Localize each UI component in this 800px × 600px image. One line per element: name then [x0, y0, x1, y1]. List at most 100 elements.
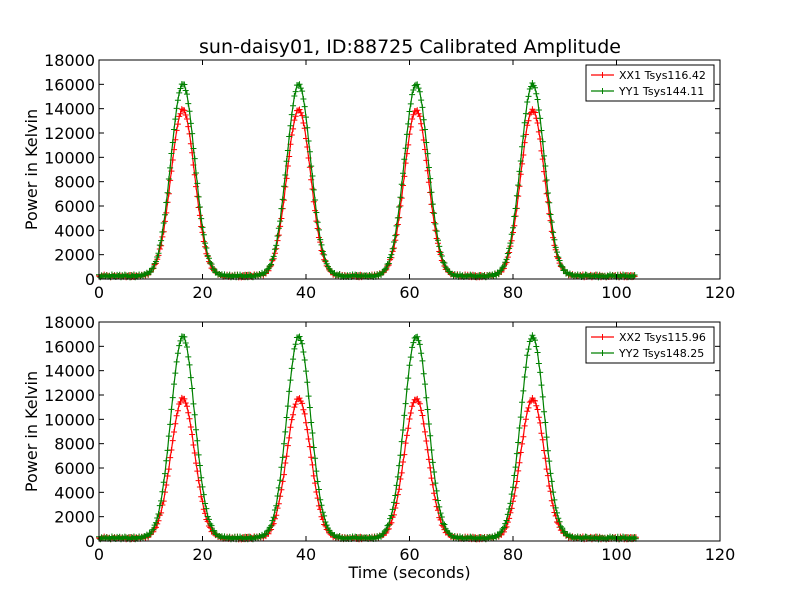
data-point [566, 270, 573, 277]
data-point [296, 106, 303, 113]
x-tick-label: 20 [192, 283, 212, 302]
data-point [279, 478, 286, 485]
y-tick-label: 0 [85, 532, 95, 551]
data-point [305, 435, 312, 442]
data-point [315, 486, 322, 493]
data-point [202, 500, 209, 507]
data-point [158, 237, 165, 244]
data-point [572, 272, 579, 279]
data-point [196, 212, 203, 219]
data-point [542, 419, 549, 426]
data-point [434, 497, 441, 504]
data-point [154, 515, 161, 522]
data-point [283, 158, 290, 165]
data-point [547, 217, 554, 224]
data-point [262, 269, 269, 276]
data-point [303, 368, 309, 375]
data-point [172, 370, 179, 377]
data-point [552, 244, 559, 251]
data-point [415, 85, 422, 92]
data-point [168, 150, 175, 157]
data-point [390, 499, 397, 506]
data-point [303, 114, 309, 121]
data-point [473, 272, 480, 279]
data-point [176, 342, 183, 349]
data-point [177, 337, 184, 344]
data-point [521, 119, 528, 126]
data-point [286, 388, 293, 395]
data-point [309, 461, 316, 468]
data-point [422, 126, 429, 133]
data-point [537, 419, 544, 426]
data-point [158, 497, 165, 504]
data-point [548, 478, 555, 485]
data-point [164, 189, 171, 196]
data-point [226, 533, 233, 540]
data-point [547, 470, 554, 477]
data-point [387, 515, 394, 522]
data-point [137, 535, 144, 542]
data-point [106, 272, 113, 279]
data-point [409, 91, 416, 98]
data-point [380, 268, 387, 275]
data-point [535, 414, 542, 421]
data-point [321, 251, 328, 258]
data-point [264, 527, 271, 534]
data-point [185, 409, 192, 416]
data-point [182, 400, 189, 407]
data-point [319, 248, 326, 255]
data-point [440, 259, 447, 266]
data-point [405, 425, 412, 432]
data-point [535, 107, 542, 114]
data-point [403, 432, 410, 439]
data-point [428, 189, 435, 196]
data-point [182, 112, 189, 119]
data-point [396, 204, 403, 211]
y-tick-label: 14000 [44, 100, 95, 119]
data-point [531, 109, 538, 116]
y-tick-label: 16000 [44, 337, 95, 356]
data-point [275, 484, 282, 491]
data-point [167, 454, 174, 461]
data-point [189, 130, 196, 137]
data-point [160, 479, 167, 486]
data-point [160, 219, 167, 226]
data-point [425, 456, 432, 463]
data-point [309, 186, 316, 193]
data-point [396, 462, 403, 469]
data-point [409, 344, 416, 351]
data-point [156, 502, 163, 509]
data-point [498, 267, 505, 274]
data-point [535, 128, 542, 135]
data-point [529, 394, 536, 401]
data-point [533, 402, 540, 409]
data-point [521, 422, 528, 429]
data-point [183, 91, 190, 98]
data-point [383, 265, 390, 272]
data-point [524, 408, 531, 415]
data-point [106, 534, 113, 541]
data-point [583, 271, 590, 278]
data-point [388, 251, 395, 258]
data-point [284, 442, 291, 449]
data-point [414, 107, 421, 114]
data-point [314, 478, 321, 485]
data-point [327, 529, 334, 536]
data-point [422, 428, 429, 435]
data-point [265, 527, 272, 534]
y-tick-label: 16000 [44, 75, 95, 94]
data-point [362, 272, 369, 279]
data-point [402, 145, 409, 152]
data-point [422, 381, 429, 388]
data-point [561, 528, 568, 535]
data-point [410, 111, 417, 118]
data-point [381, 266, 388, 273]
data-point [546, 210, 553, 217]
data-point [150, 265, 157, 272]
data-point [321, 512, 328, 519]
data-point [304, 379, 311, 386]
data-point [503, 517, 510, 524]
data-point [405, 375, 412, 382]
data-point [238, 272, 245, 279]
data-point [275, 225, 282, 232]
